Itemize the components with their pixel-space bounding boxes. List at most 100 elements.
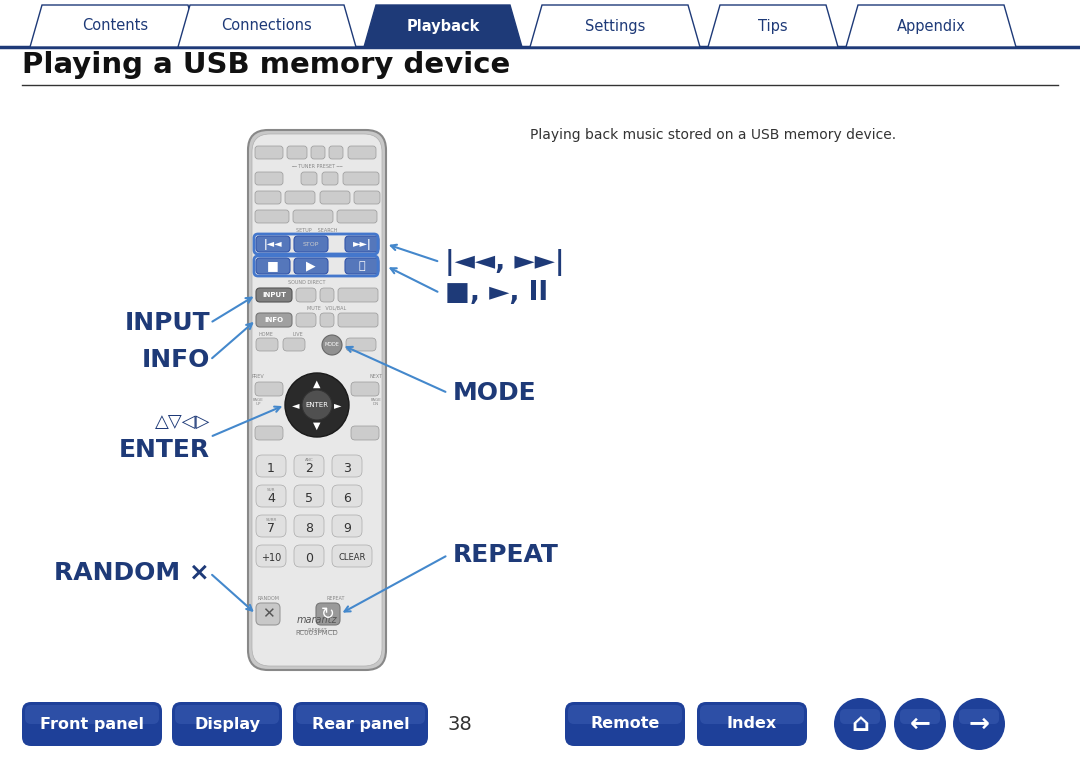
Text: Remote: Remote — [591, 717, 660, 731]
FancyBboxPatch shape — [294, 545, 324, 567]
Text: 3: 3 — [343, 461, 351, 475]
FancyBboxPatch shape — [351, 426, 379, 440]
Text: Settings: Settings — [584, 18, 645, 33]
FancyBboxPatch shape — [565, 702, 685, 746]
FancyBboxPatch shape — [255, 210, 289, 223]
Text: RANDOM ×: RANDOM × — [54, 561, 210, 585]
Text: marantz: marantz — [297, 615, 337, 625]
Text: INPUT: INPUT — [262, 292, 286, 298]
FancyBboxPatch shape — [294, 455, 324, 477]
Text: MODE: MODE — [325, 342, 339, 348]
Text: SURR: SURR — [266, 518, 276, 522]
Polygon shape — [530, 5, 700, 47]
FancyBboxPatch shape — [320, 313, 334, 327]
FancyBboxPatch shape — [338, 288, 378, 302]
Text: 4: 4 — [267, 492, 275, 505]
FancyBboxPatch shape — [311, 146, 325, 159]
Text: 38: 38 — [447, 715, 472, 734]
Text: ►►|: ►►| — [353, 238, 372, 250]
Text: ■, ►, II: ■, ►, II — [445, 280, 549, 306]
Text: ENTER: ENTER — [306, 402, 328, 408]
FancyBboxPatch shape — [256, 545, 286, 567]
Text: Tips: Tips — [758, 18, 787, 33]
Text: |◄◄: |◄◄ — [264, 238, 282, 250]
FancyBboxPatch shape — [255, 146, 283, 159]
Polygon shape — [364, 5, 522, 47]
Text: RANDOM: RANDOM — [257, 596, 279, 600]
Text: ENTER: ENTER — [119, 438, 210, 462]
FancyBboxPatch shape — [351, 382, 379, 396]
Polygon shape — [30, 5, 200, 47]
Text: Playing back music stored on a USB memory device.: Playing back music stored on a USB memor… — [530, 128, 896, 142]
FancyBboxPatch shape — [25, 705, 159, 724]
Text: PAGE
UP: PAGE UP — [253, 398, 264, 406]
FancyBboxPatch shape — [255, 426, 283, 440]
Text: ▲: ▲ — [313, 379, 321, 389]
Text: 1: 1 — [267, 461, 275, 475]
Text: INFO: INFO — [141, 348, 210, 372]
Text: 9: 9 — [343, 521, 351, 534]
Text: ── TUNER PRESET ──: ── TUNER PRESET ── — [292, 164, 342, 168]
Text: HOME: HOME — [258, 332, 273, 336]
FancyBboxPatch shape — [294, 485, 324, 507]
FancyBboxPatch shape — [22, 702, 162, 746]
Text: Rear panel: Rear panel — [312, 717, 409, 731]
Text: ANC: ANC — [305, 458, 313, 462]
Circle shape — [285, 373, 349, 437]
FancyBboxPatch shape — [296, 705, 426, 724]
Text: ─── REPEAT ───: ─── REPEAT ─── — [298, 628, 336, 632]
Text: →: → — [969, 712, 989, 736]
Polygon shape — [708, 5, 838, 47]
Text: STOP: STOP — [302, 241, 320, 247]
FancyBboxPatch shape — [252, 134, 382, 666]
FancyBboxPatch shape — [343, 172, 379, 185]
Text: 0: 0 — [305, 552, 313, 565]
Text: 8: 8 — [305, 521, 313, 534]
FancyBboxPatch shape — [316, 603, 340, 625]
FancyBboxPatch shape — [329, 146, 343, 159]
Text: MUTE   VOL/BAL: MUTE VOL/BAL — [308, 305, 347, 310]
FancyBboxPatch shape — [296, 313, 316, 327]
FancyBboxPatch shape — [348, 146, 376, 159]
Text: Front panel: Front panel — [40, 717, 144, 731]
Text: ▼: ▼ — [313, 421, 321, 431]
Text: 7: 7 — [267, 521, 275, 534]
FancyBboxPatch shape — [840, 709, 880, 724]
FancyBboxPatch shape — [293, 210, 333, 223]
FancyBboxPatch shape — [322, 172, 338, 185]
Text: ⌂: ⌂ — [851, 712, 869, 736]
FancyBboxPatch shape — [256, 258, 291, 274]
FancyBboxPatch shape — [332, 485, 362, 507]
Circle shape — [894, 698, 946, 750]
Text: LIVE: LIVE — [293, 332, 303, 336]
FancyBboxPatch shape — [337, 210, 377, 223]
FancyBboxPatch shape — [354, 191, 380, 204]
FancyBboxPatch shape — [345, 258, 379, 274]
FancyBboxPatch shape — [320, 288, 334, 302]
FancyBboxPatch shape — [285, 191, 315, 204]
Text: 6: 6 — [343, 492, 351, 505]
FancyBboxPatch shape — [900, 709, 940, 724]
Text: SUR: SUR — [267, 488, 275, 492]
FancyBboxPatch shape — [175, 705, 279, 724]
FancyBboxPatch shape — [294, 515, 324, 537]
Text: RC003PMCD: RC003PMCD — [296, 630, 338, 636]
Text: NEXT: NEXT — [369, 374, 382, 378]
Text: INPUT: INPUT — [124, 311, 210, 335]
FancyBboxPatch shape — [293, 702, 428, 746]
FancyBboxPatch shape — [248, 130, 386, 670]
Text: Connections: Connections — [221, 18, 312, 33]
FancyBboxPatch shape — [255, 191, 281, 204]
Text: SOUND DIRECT: SOUND DIRECT — [288, 279, 326, 285]
FancyBboxPatch shape — [301, 172, 318, 185]
FancyBboxPatch shape — [697, 702, 807, 746]
Text: REPEAT: REPEAT — [453, 543, 558, 567]
Circle shape — [953, 698, 1005, 750]
Text: Playback: Playback — [406, 18, 480, 33]
Circle shape — [302, 390, 332, 420]
FancyBboxPatch shape — [332, 545, 372, 567]
FancyBboxPatch shape — [346, 338, 376, 351]
FancyBboxPatch shape — [255, 382, 283, 396]
FancyBboxPatch shape — [256, 485, 286, 507]
Text: 5: 5 — [305, 492, 313, 505]
